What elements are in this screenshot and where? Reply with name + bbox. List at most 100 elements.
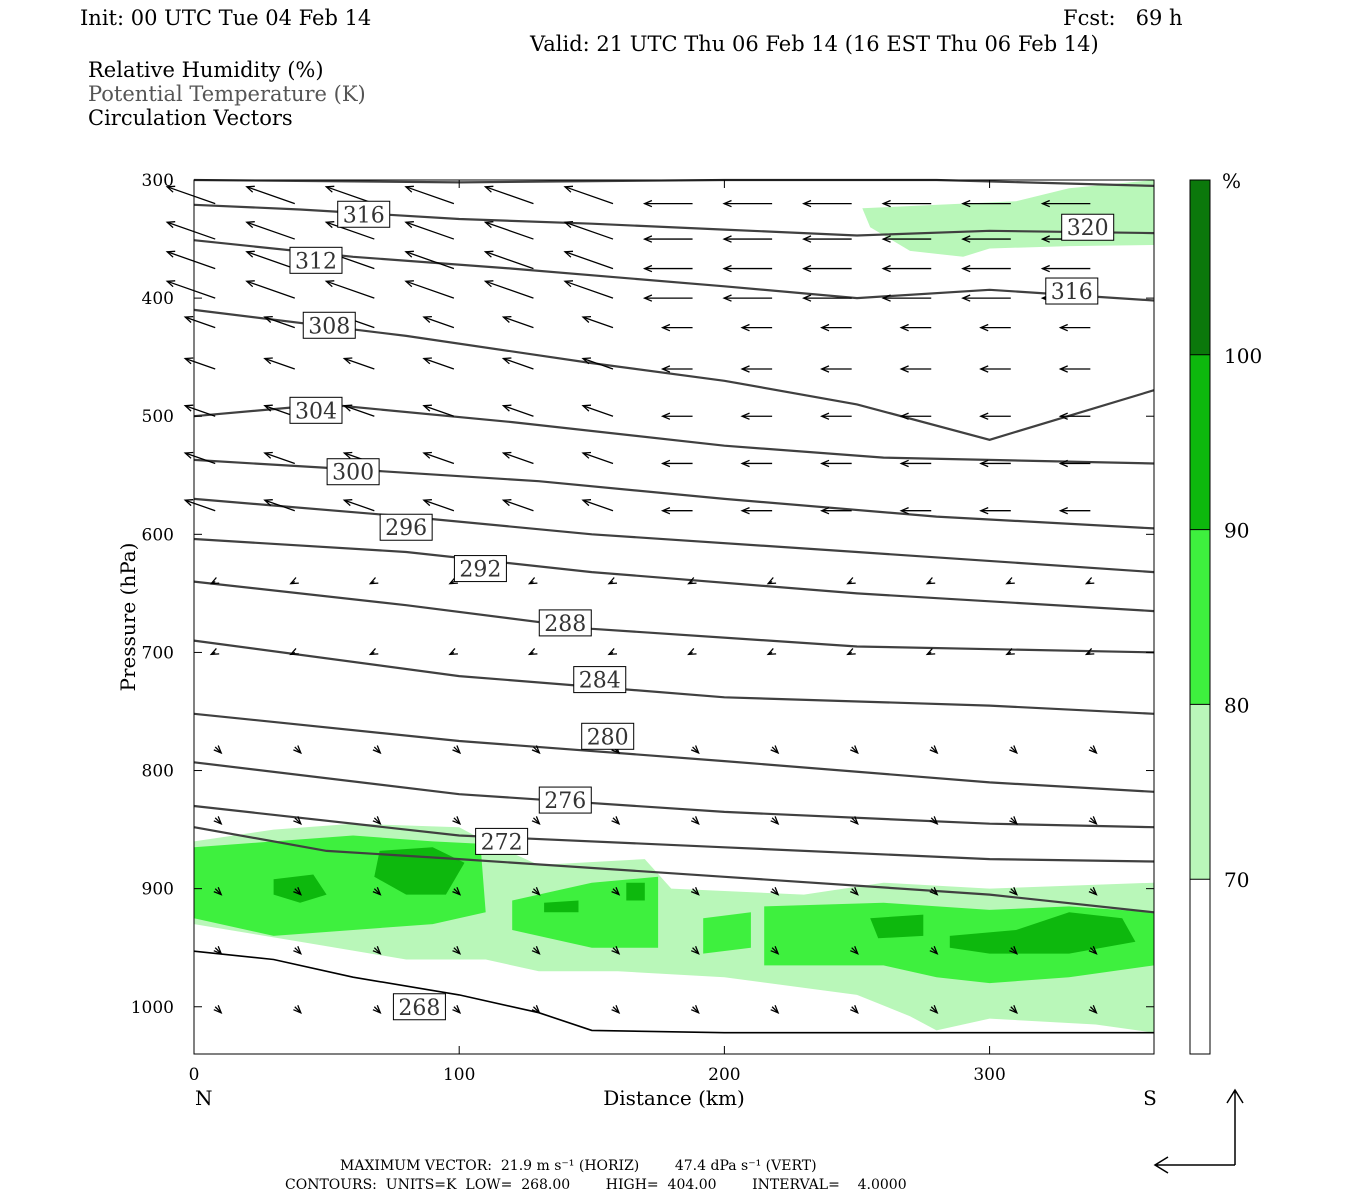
vector-head [501,499,512,507]
vector-head [722,294,732,302]
circulation-vector [293,1005,302,1014]
vector-head [452,816,462,825]
field-vectors-title: Circulation Vectors [88,106,293,130]
vector-head [850,946,859,955]
vector-head [1058,507,1068,515]
vector-shaft [564,280,614,299]
vector-head [452,1005,462,1014]
vector-head [607,647,618,656]
vector-shaft [326,280,375,299]
vector-head [850,1005,859,1014]
vector-head [422,315,432,323]
vector-head [770,816,780,825]
vector-head [1088,1005,1098,1014]
vector-head [452,946,462,955]
vector-head [183,357,194,365]
vector-head [1088,886,1098,896]
vector-shaft [503,316,534,329]
contour-label-316: 316 [1045,277,1099,305]
contour-label-text: 268 [398,996,440,1021]
circulation-vector [802,235,852,243]
vector-head [342,499,353,507]
circulation-vector [881,235,932,243]
circulation-vector [501,357,534,370]
circulation-vector [1009,816,1018,825]
vector-head [372,946,382,955]
y-tick-label: 900 [142,880,174,900]
circulation-vector [209,577,220,585]
circulation-vector [740,412,773,420]
vector-shaft [246,186,295,205]
colorbar-swatch [1190,529,1210,705]
circulation-vector [820,323,852,332]
vector-head [899,323,909,332]
circulation-vector [929,946,939,955]
vector-head [342,404,353,412]
circulation-vector [1058,459,1091,468]
colorbar-swatch [1190,704,1210,880]
contour-label-text: 296 [385,516,427,541]
circulation-vector [452,946,462,955]
vector-head [165,221,176,229]
circulation-vector [850,946,859,955]
vector-shaft [485,280,534,299]
contour-label-box [392,993,446,1021]
circulation-vector [611,1005,621,1014]
circulation-vector [642,264,693,273]
circulation-vector [581,357,614,370]
vector-head [213,816,223,825]
contour-label-text: 280 [587,725,629,750]
vector-head [1040,199,1050,208]
circulation-vector [1058,323,1091,332]
vector-shaft [344,357,375,370]
contour-label-text: 320 [1067,216,1109,241]
y-tick-label: 400 [142,289,174,309]
circulation-vector [165,221,216,240]
contour-label-box [379,513,433,541]
circulation-vector [245,250,295,270]
vector-head [183,451,194,459]
circulation-vector [581,451,614,465]
contour-label-text: 288 [544,612,586,637]
vector-head [611,946,621,955]
vector-head [581,357,592,365]
theta-contour-292 [193,537,1155,613]
vector-head [881,235,891,243]
contour-label-text: 300 [332,461,374,486]
vector-head [263,451,273,459]
vector-head [1084,647,1095,656]
vector-head [660,365,671,373]
circulation-vector [531,816,541,825]
vector-head [324,221,335,229]
vector-head [899,459,909,468]
vector-head [372,886,382,896]
circulation-vector [372,946,382,955]
vector-head [404,280,414,288]
colorbar-level-label: 80 [1224,693,1249,717]
circulation-vector [527,647,538,656]
circulation-vector [770,1005,780,1014]
theta-contour-320 [193,178,1155,187]
vector-head [245,221,255,229]
circulation-vector [611,886,621,896]
contour-label-box [538,786,592,814]
vector-head [372,745,382,755]
circulation-vector [979,323,1011,332]
circulation-vector [452,745,462,755]
circulation-vector [690,886,700,896]
vector-head [766,577,777,585]
circulation-vector [690,745,700,755]
max-vector-note: MAXIMUM VECTOR: 21.9 m s⁻¹ (HORIZ) 47.4 … [340,1158,817,1174]
contour-label-box [289,396,343,424]
circulation-vector [183,499,216,512]
circulation-vector [642,294,693,302]
vector-head [1005,647,1015,656]
vector-head [293,1005,302,1014]
contour-label-box [573,666,627,694]
vector-head [690,946,700,955]
circulation-vector [342,404,375,417]
vector-head [607,577,618,585]
colorbar-swatch [1190,879,1210,1054]
circulation-vector [979,459,1011,468]
